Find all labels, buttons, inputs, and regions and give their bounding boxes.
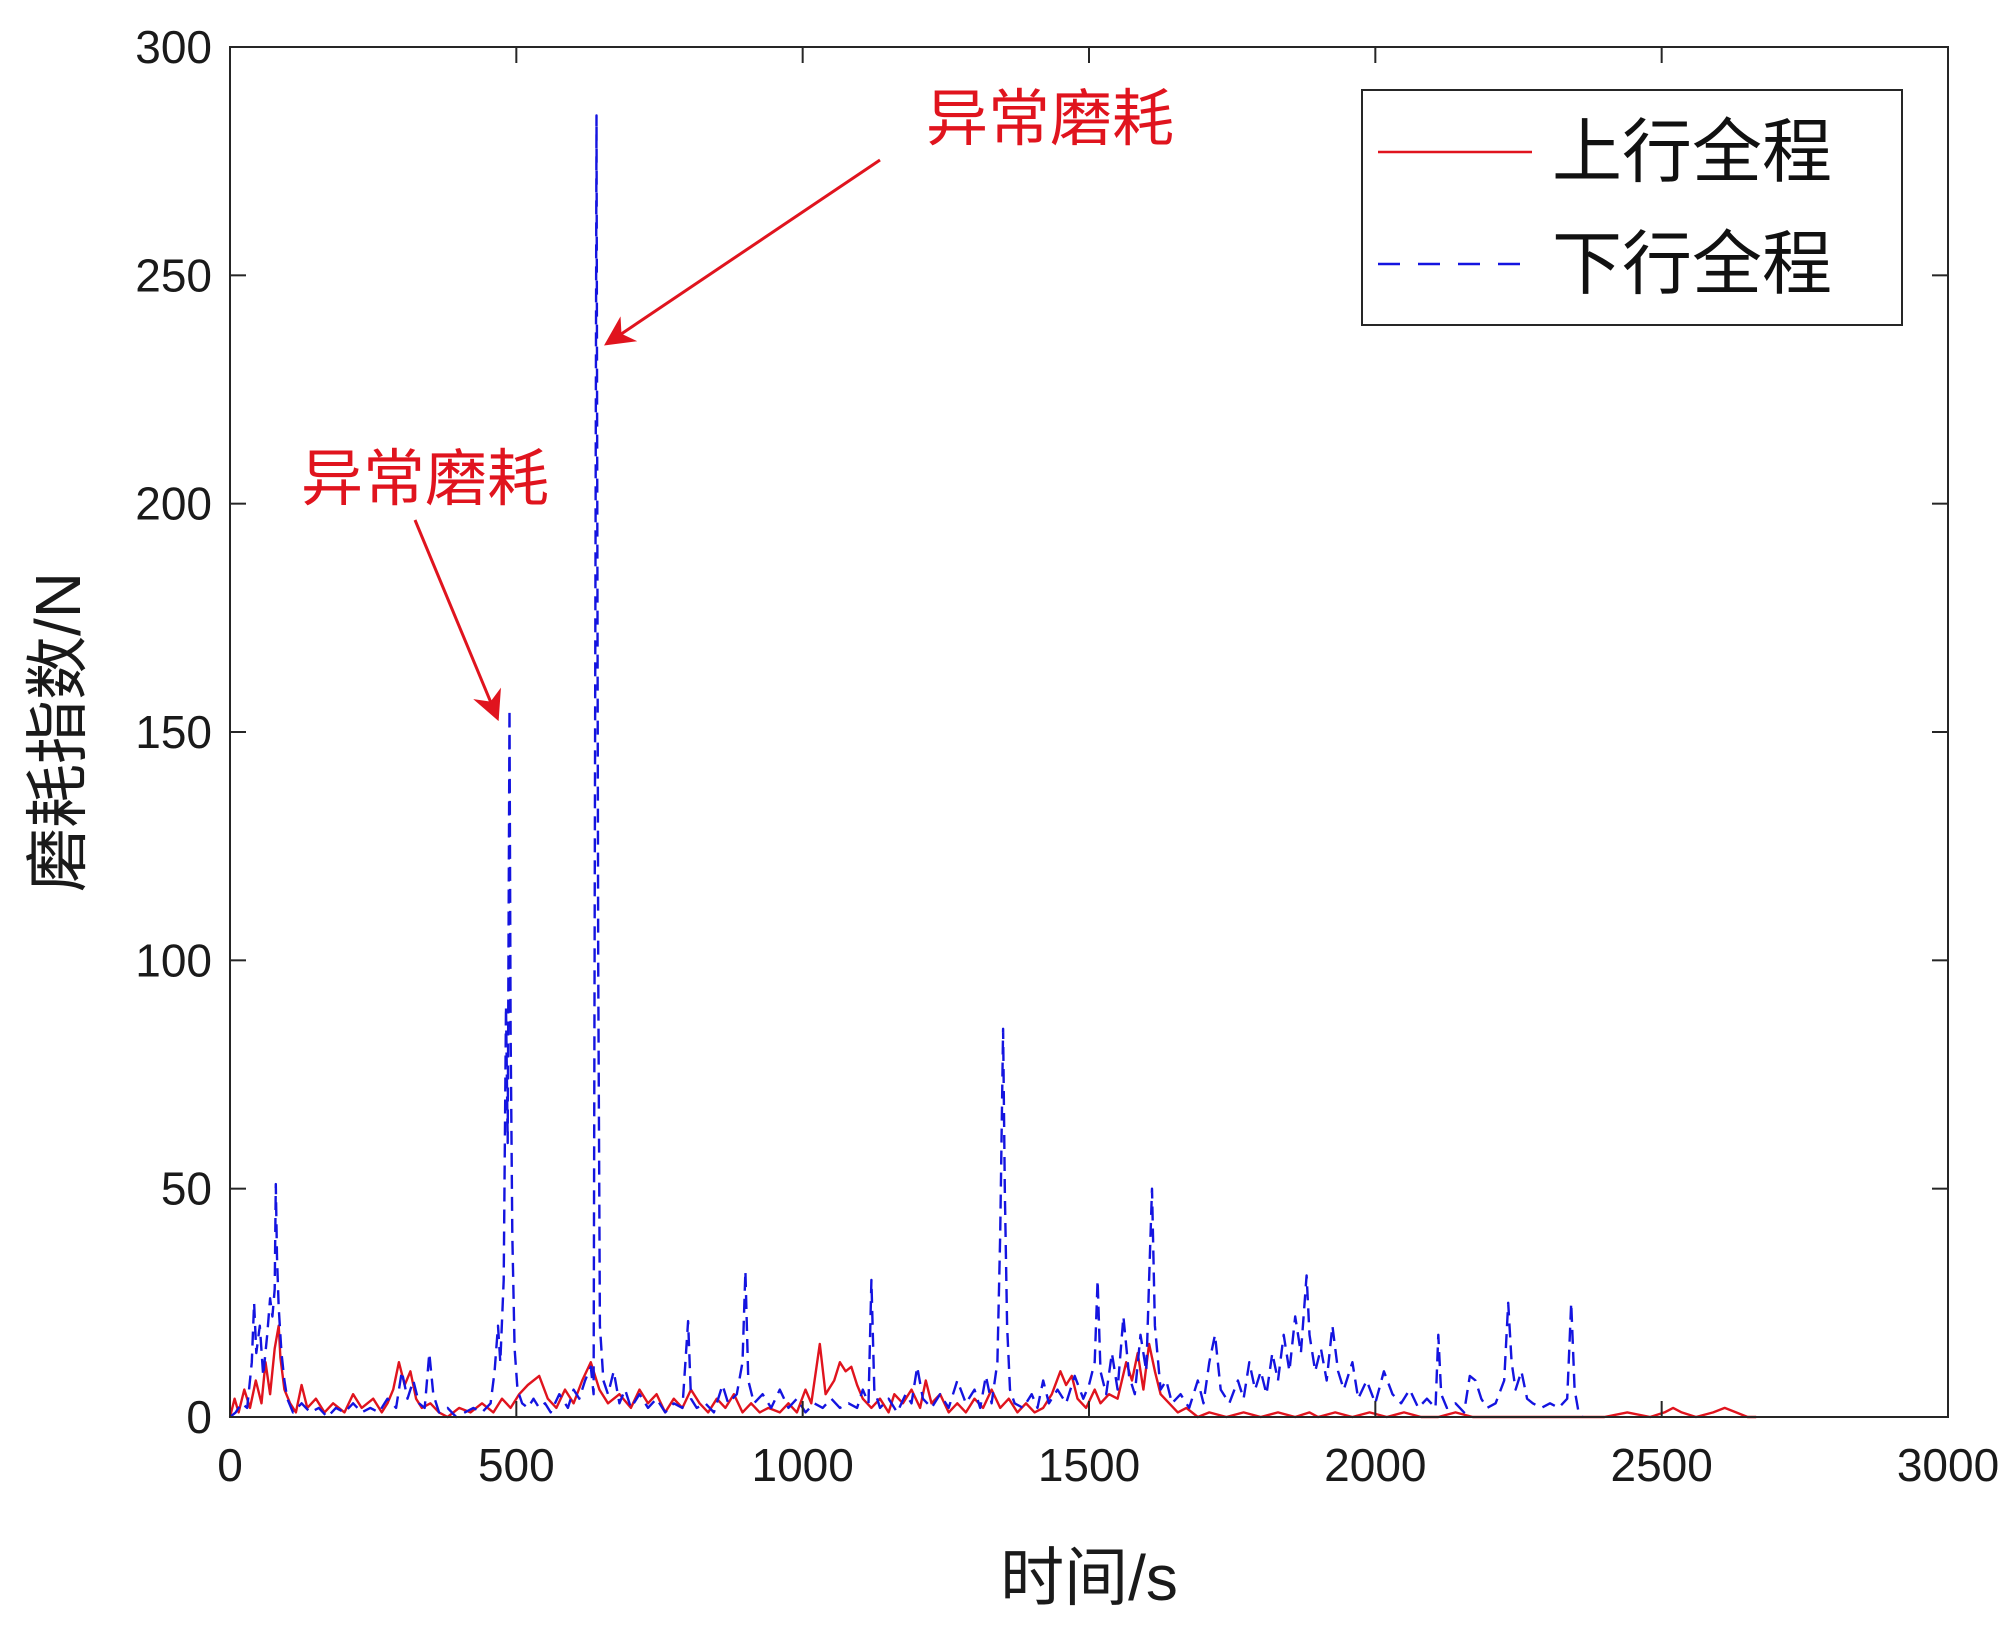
x-tick-label: 500 xyxy=(478,1439,555,1491)
legend-box xyxy=(1361,89,1903,326)
series-line-1 xyxy=(228,1324,1757,1419)
y-tick-label: 300 xyxy=(135,21,212,73)
series-line-2 xyxy=(229,114,1584,1419)
x-tick-label: 1000 xyxy=(751,1439,853,1491)
legend-label-2: 下行全程 xyxy=(1552,225,1832,303)
y-tick-label: 200 xyxy=(135,478,212,530)
y-axis-label: 磨耗指数/N xyxy=(22,572,94,892)
x-tick-label: 2000 xyxy=(1324,1439,1426,1491)
x-axis-label: 时间/s xyxy=(1000,1542,1178,1614)
y-tick-label: 100 xyxy=(135,934,212,986)
y-tick-label: 250 xyxy=(135,249,212,301)
y-tick-label: 150 xyxy=(135,706,212,758)
annotation-label-1: 异常磨耗 xyxy=(926,85,1174,154)
x-tick-label: 3000 xyxy=(1897,1439,1999,1491)
annotation-arrow-2 xyxy=(413,519,501,722)
y-tick-label: 0 xyxy=(186,1391,212,1443)
x-tick-label: 1500 xyxy=(1038,1439,1140,1491)
annotation-arrow-1 xyxy=(604,158,881,346)
x-tick-label: 2500 xyxy=(1610,1439,1712,1491)
annotation-label-2: 异常磨耗 xyxy=(301,445,549,514)
series-layer xyxy=(228,114,1757,1419)
legend-label-1: 上行全程 xyxy=(1552,113,1832,191)
axes-layer: 0 500 1000 1500 2000 2500 3000 0 50 100 150 200 250 3… xyxy=(22,21,1999,1614)
x-tick-label: 0 xyxy=(217,1439,243,1491)
y-tick-label: 50 xyxy=(161,1163,212,1215)
